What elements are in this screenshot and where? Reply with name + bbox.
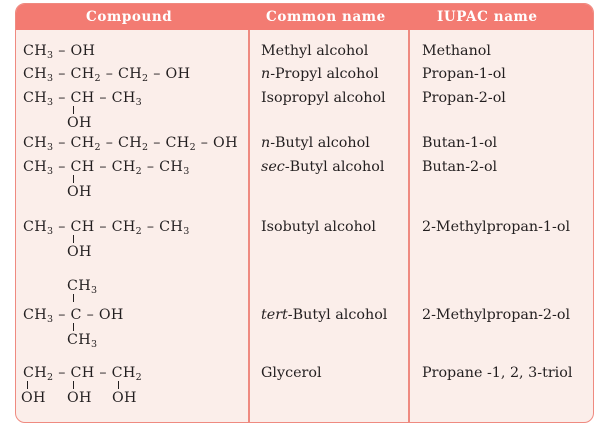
bond-line <box>73 175 74 183</box>
bond-line <box>73 235 74 243</box>
iupac-name: 2-Methylpropan-2-ol <box>422 307 571 323</box>
header-iupac-name: IUPAC name <box>437 9 538 25</box>
iupac-name: Butan-1-ol <box>422 135 498 151</box>
common-name: Methyl alcohol <box>261 43 369 59</box>
iupac-name: 2-Methylpropan-1-ol <box>422 219 571 235</box>
bond-line <box>27 381 28 389</box>
common-name: tert-Butyl alcohol <box>261 307 388 323</box>
bond-line <box>73 294 74 302</box>
formula-butan-2-ol: CH3 – CH – CH2 – CH3 <box>23 159 190 177</box>
common-name: Isopropyl alcohol <box>261 90 386 106</box>
bond-line <box>73 323 74 331</box>
formula-oh: OH <box>67 244 92 260</box>
iupac-name: Butan-2-ol <box>422 159 498 175</box>
iupac-name: Methanol <box>422 43 491 59</box>
formula-tert-butanol: CH3 – C – OH <box>23 307 124 325</box>
bond-line <box>73 106 74 114</box>
column-divider-1 <box>248 30 250 422</box>
formula-butan-1-ol: CH3 – CH2 – CH2 – CH2 – OH <box>23 135 238 153</box>
formula-oh: OH <box>67 390 92 406</box>
table-header: Compound Common name IUPAC name <box>16 4 593 30</box>
common-name: Isobutyl alcohol <box>261 219 376 235</box>
column-divider-2 <box>408 30 410 422</box>
header-compound: Compound <box>86 9 173 25</box>
formula-oh: OH <box>67 115 92 131</box>
alcohols-table: Compound Common name IUPAC name CH3 – OH… <box>15 3 594 423</box>
bond-line <box>118 381 119 389</box>
formula-methanol: CH3 – OH <box>23 43 96 61</box>
formula-oh: OH <box>112 390 137 406</box>
formula-propan-1-ol: CH3 – CH2 – CH2 – OH <box>23 66 191 84</box>
iupac-name: Propan-1-ol <box>422 66 506 82</box>
formula-oh: OH <box>21 390 46 406</box>
formula-isobutanol: CH3 – CH – CH2 – CH3 <box>23 219 190 237</box>
common-name: Glycerol <box>261 365 322 381</box>
iupac-name: Propane -1, 2, 3-triol <box>422 365 573 381</box>
formula-ch3-top: CH3 <box>67 278 98 296</box>
common-name: n-Butyl alcohol <box>261 135 370 151</box>
iupac-name: Propan-2-ol <box>422 90 506 106</box>
formula-glycerol: CH2 – CH – CH2 <box>23 365 143 383</box>
formula-oh: OH <box>67 184 92 200</box>
formula-ch3-bottom: CH3 <box>67 332 98 350</box>
header-common-name: Common name <box>266 9 386 25</box>
bond-line <box>73 381 74 389</box>
common-name: n-Propyl alcohol <box>261 66 379 82</box>
common-name: sec-Butyl alcohol <box>261 159 385 175</box>
formula-propan-2-ol: CH3 – CH – CH3 <box>23 90 143 108</box>
